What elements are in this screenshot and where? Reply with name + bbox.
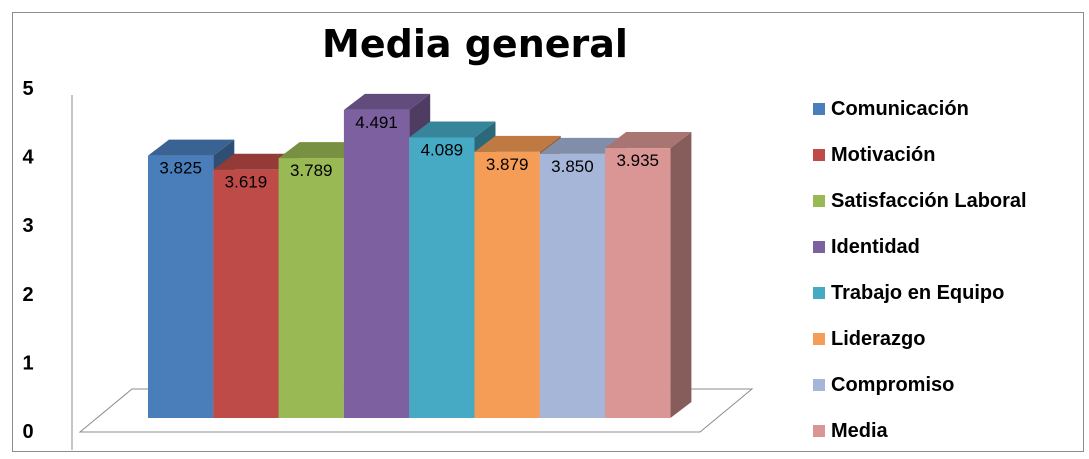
legend-swatch bbox=[813, 241, 825, 253]
bar-top bbox=[213, 153, 300, 170]
legend-label: Identidad bbox=[831, 235, 920, 258]
data-label: 3.935 bbox=[616, 151, 659, 170]
y-tick-label: 3 bbox=[22, 215, 33, 237]
data-label: 3.879 bbox=[486, 155, 529, 174]
legend-item: Liderazgo bbox=[813, 316, 1027, 362]
data-label: 3.789 bbox=[290, 161, 333, 180]
legend-item: Trabajo en Equipo bbox=[813, 270, 1027, 316]
chart-legend: Comunicación Motivación Satisfacción Labor… bbox=[813, 86, 1027, 454]
data-label: 4.491 bbox=[355, 113, 398, 132]
bar bbox=[539, 153, 606, 418]
bar bbox=[605, 148, 671, 418]
bar bbox=[409, 137, 475, 418]
bar-top bbox=[343, 93, 431, 110]
bar bbox=[278, 158, 344, 419]
data-label: 3.850 bbox=[551, 157, 594, 176]
legend-swatch bbox=[813, 195, 825, 207]
legend-swatch bbox=[813, 287, 825, 299]
legend-swatch bbox=[813, 103, 825, 115]
legend-label: Satisfacción Laboral bbox=[831, 189, 1027, 212]
legend-label: Trabajo en Equipo bbox=[831, 281, 1005, 304]
legend-item: Motivación bbox=[813, 132, 1027, 178]
bar-top bbox=[409, 121, 496, 138]
legend-swatch bbox=[813, 379, 825, 391]
bar-top bbox=[474, 135, 561, 152]
y-tick-label: 0 bbox=[22, 421, 33, 443]
bar bbox=[213, 169, 279, 418]
y-tick-label: 1 bbox=[22, 352, 33, 374]
chart-title: Media general bbox=[322, 22, 628, 66]
chart-frame bbox=[12, 12, 1084, 452]
data-label: 4.089 bbox=[421, 140, 464, 159]
y-tick-label: 2 bbox=[22, 284, 33, 306]
legend-swatch bbox=[813, 149, 825, 161]
legend-label: Motivación bbox=[831, 143, 936, 166]
data-label: 3.619 bbox=[225, 173, 268, 192]
legend-item: Identidad bbox=[813, 224, 1027, 270]
bar bbox=[343, 109, 410, 419]
bar bbox=[474, 151, 540, 418]
bar-top bbox=[148, 139, 235, 156]
bar-top bbox=[539, 137, 627, 154]
legend-item: Satisfacción Laboral bbox=[813, 178, 1027, 224]
legend-swatch bbox=[813, 425, 825, 437]
legend-item: Comunicación bbox=[813, 86, 1027, 132]
y-tick-label: 4 bbox=[22, 147, 34, 169]
legend-label: Liderazgo bbox=[831, 327, 926, 350]
legend-label: Media bbox=[831, 419, 888, 442]
bar-top bbox=[605, 132, 692, 149]
y-tick-label: 5 bbox=[22, 78, 33, 100]
legend-swatch bbox=[813, 333, 825, 345]
legend-label: Comunicación bbox=[831, 97, 969, 120]
legend-item: Media bbox=[813, 408, 1027, 454]
legend-label: Compromiso bbox=[831, 373, 955, 396]
bar-top bbox=[278, 142, 365, 159]
bar bbox=[148, 155, 214, 419]
legend-item: Compromiso bbox=[813, 362, 1027, 408]
bar-side bbox=[670, 132, 692, 418]
data-label: 3.825 bbox=[159, 159, 202, 178]
